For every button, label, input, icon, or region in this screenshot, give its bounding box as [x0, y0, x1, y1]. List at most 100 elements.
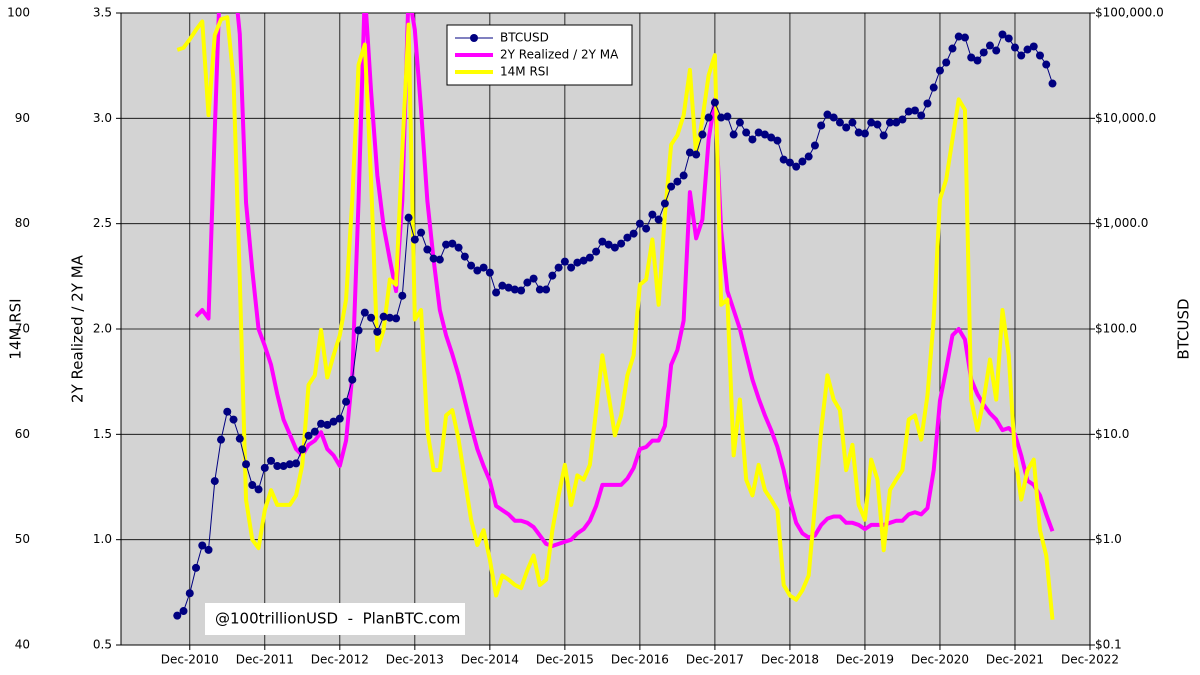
- data-point: [985, 41, 994, 50]
- data-point: [667, 182, 676, 191]
- data-point: [879, 131, 888, 140]
- x-tick-label: Dec-2018: [761, 653, 819, 667]
- data-point: [454, 243, 463, 252]
- y2-tick-label: 0.5: [93, 638, 112, 652]
- data-point: [642, 224, 651, 233]
- data-point: [598, 237, 607, 246]
- data-point: [673, 177, 682, 186]
- data-point: [1029, 42, 1038, 51]
- data-point: [542, 285, 551, 294]
- data-point: [867, 118, 876, 127]
- data-point: [873, 120, 882, 129]
- y3-tick-label: $0.1: [1095, 638, 1122, 652]
- data-point: [835, 118, 844, 127]
- y2-tick-label: 1.5: [93, 427, 112, 441]
- data-point: [1048, 79, 1057, 88]
- data-point: [992, 46, 1001, 55]
- data-point: [648, 210, 657, 219]
- data-point: [517, 286, 526, 295]
- data-point: [817, 121, 826, 130]
- data-point: [329, 417, 338, 426]
- data-point: [273, 462, 282, 471]
- data-point: [442, 240, 451, 249]
- x-tick-label: Dec-2020: [911, 653, 969, 667]
- data-point: [860, 129, 869, 138]
- data-point: [804, 152, 813, 161]
- series-line: [176, 15, 1055, 620]
- annotation: @100trillionUSD - PlanBTC.com: [215, 610, 460, 628]
- layer: [121, 12, 1091, 646]
- data-point: [810, 141, 819, 150]
- y3-tick-label: $1.0: [1095, 532, 1122, 546]
- data-point: [829, 113, 838, 122]
- data-point: [929, 83, 938, 92]
- data-point: [242, 460, 251, 469]
- data-point: [198, 541, 207, 550]
- data-point: [660, 199, 669, 208]
- y-tick-label: 40: [15, 638, 30, 652]
- y2-tick-label: 1.0: [93, 532, 112, 546]
- data-point: [379, 312, 388, 321]
- y2-tick-label: 3.0: [93, 111, 112, 125]
- data-point: [704, 113, 713, 122]
- y3-tick-label: $100.0: [1095, 322, 1137, 336]
- data-point: [842, 123, 851, 132]
- data-point: [685, 148, 694, 157]
- data-point: [898, 115, 907, 124]
- data-point: [785, 158, 794, 167]
- data-point: [192, 563, 201, 572]
- data-point: [754, 128, 763, 137]
- series: [176, 15, 1055, 620]
- data-point: [679, 171, 688, 180]
- data-point: [504, 283, 513, 292]
- data-point: [535, 285, 544, 294]
- legend-marker: [470, 34, 478, 42]
- data-point: [354, 326, 363, 335]
- data-point: [310, 427, 319, 436]
- data-point: [348, 375, 357, 384]
- data-point: [1017, 51, 1026, 60]
- y2-axis-title: 2Y Realized / 2Y MA: [69, 254, 87, 403]
- data-point: [392, 314, 401, 323]
- data-point: [710, 98, 719, 107]
- data-point: [885, 118, 894, 127]
- data-point: [335, 414, 344, 423]
- data-point: [173, 611, 182, 620]
- data-point: [554, 263, 563, 272]
- y-tick-label: 60: [15, 427, 30, 441]
- data-point: [635, 219, 644, 228]
- series: [173, 30, 1057, 620]
- data-point: [1010, 43, 1019, 52]
- data-point: [385, 313, 394, 322]
- data-point: [267, 456, 276, 465]
- data-point: [604, 240, 613, 249]
- data-point: [548, 271, 557, 280]
- data-point: [767, 133, 776, 142]
- y2-tick-label: 3.5: [93, 6, 112, 20]
- data-point: [629, 229, 638, 238]
- data-point: [854, 128, 863, 137]
- data-point: [460, 252, 469, 261]
- y3-axis-title: BTCUSD: [1175, 298, 1193, 359]
- data-point: [735, 118, 744, 127]
- data-point: [292, 459, 301, 468]
- data-point: [779, 155, 788, 164]
- y3-tick-label: $1,000.0: [1095, 216, 1148, 230]
- data-point: [723, 112, 732, 121]
- data-point: [923, 99, 932, 108]
- data-point: [592, 247, 601, 256]
- y-tick-label: 70: [15, 322, 30, 336]
- legend-label: 14M RSI: [500, 65, 549, 79]
- data-point: [798, 157, 807, 166]
- x-tick-label: Dec-2014: [461, 653, 519, 667]
- x-tick-label: Dec-2013: [386, 653, 444, 667]
- data-point: [742, 128, 751, 137]
- x-tick-label: Dec-2021: [986, 653, 1044, 667]
- data-point: [285, 460, 294, 469]
- data-point: [342, 397, 351, 406]
- x-tick-label: Dec-2019: [836, 653, 894, 667]
- data-point: [954, 32, 963, 41]
- x-tick-label: Dec-2016: [611, 653, 669, 667]
- data-point: [792, 162, 801, 171]
- data-point: [910, 106, 919, 115]
